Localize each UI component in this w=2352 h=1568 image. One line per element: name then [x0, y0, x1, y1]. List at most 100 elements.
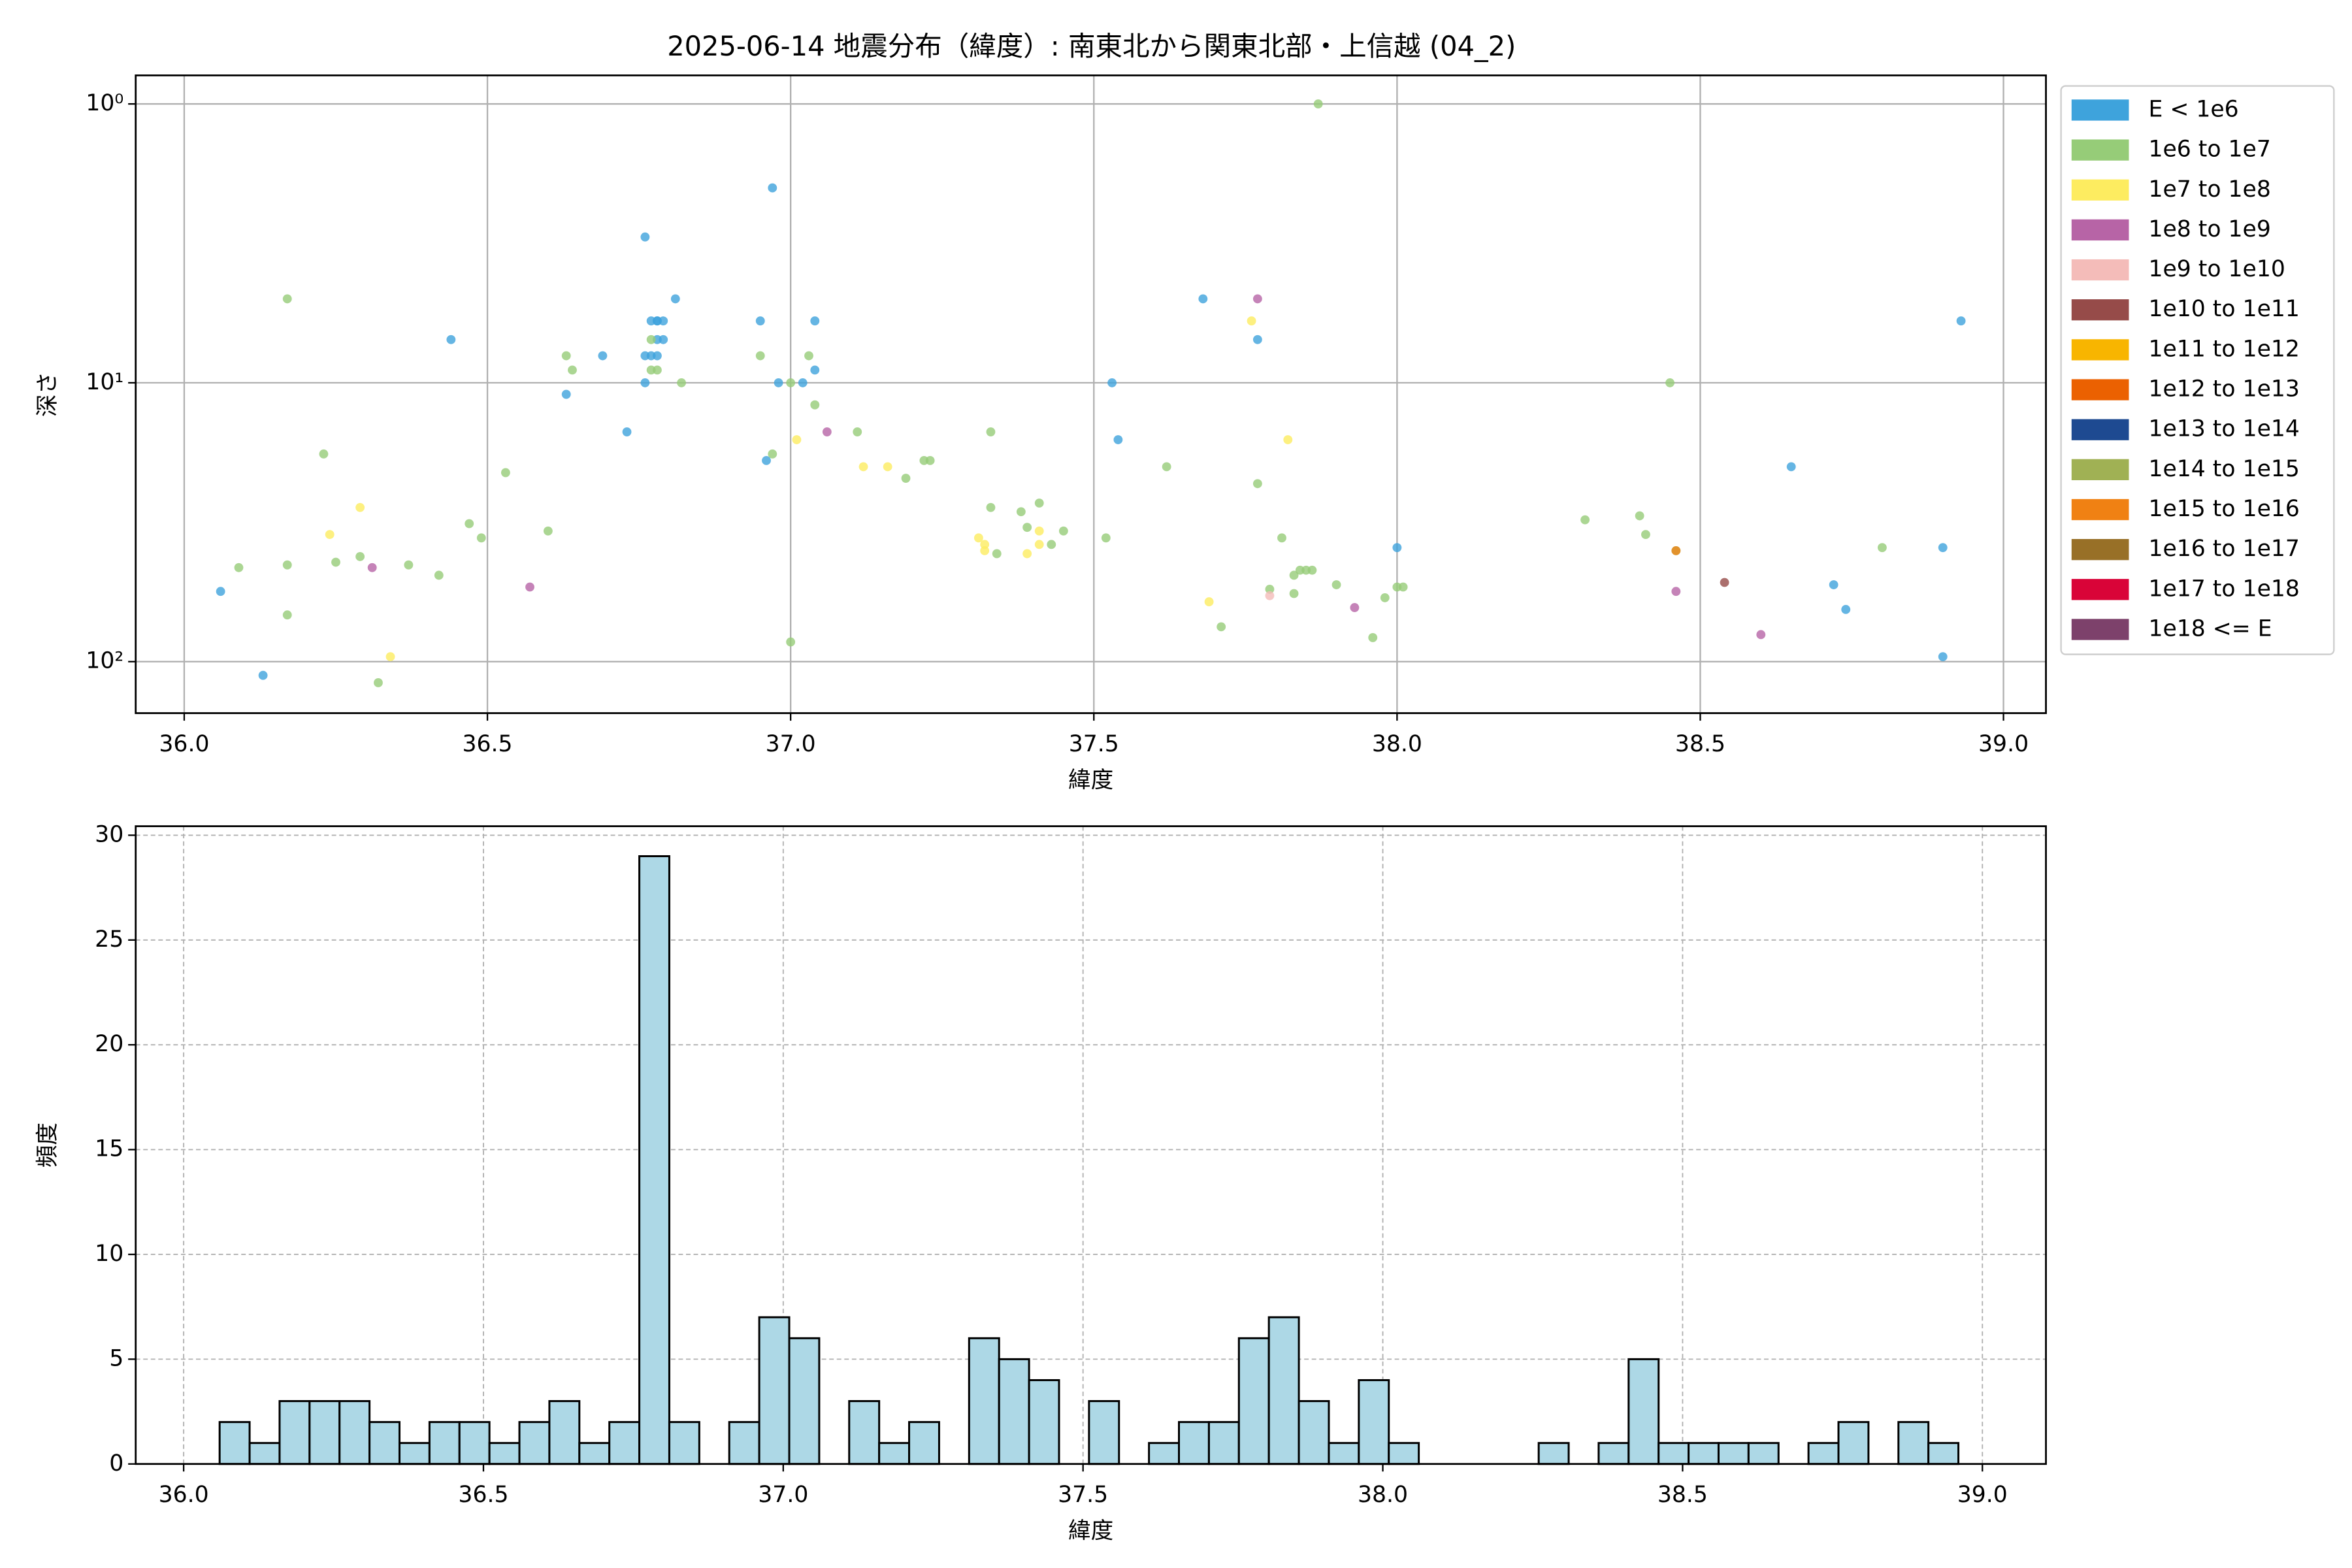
scatter-point	[804, 351, 813, 361]
x-tick-label: 36.0	[159, 1482, 209, 1508]
x-tick-label: 39.0	[1957, 1482, 2008, 1508]
scatter-point	[1204, 597, 1214, 607]
histogram-bar	[1328, 1442, 1360, 1465]
scatter-point	[822, 427, 832, 436]
scatter-point	[1016, 507, 1026, 517]
scatter-point	[561, 389, 571, 399]
scatter-point	[1252, 479, 1262, 489]
histogram-bar	[1237, 1337, 1270, 1465]
legend-label: 1e15 to 1e16	[2148, 496, 2299, 522]
legend-label: 1e12 to 1e13	[2148, 376, 2299, 402]
histogram-bar	[1897, 1421, 1930, 1465]
legend-swatch	[2071, 459, 2129, 480]
scatter-point	[1786, 462, 1796, 472]
legend-swatch	[2071, 339, 2129, 361]
scatter-point	[1580, 515, 1590, 525]
scatter-point	[640, 378, 650, 387]
scatter-point	[1047, 540, 1056, 549]
scatter-point	[677, 378, 686, 387]
scatter-point	[1641, 530, 1650, 540]
y-tick-label: 0	[109, 1450, 123, 1477]
x-tick-label: 38.0	[1372, 731, 1422, 757]
histogram-bar	[278, 1400, 311, 1465]
scatter-point	[1107, 378, 1117, 387]
histogram-bar	[308, 1400, 341, 1465]
plot-frame	[135, 825, 2047, 1465]
scatter-point	[1058, 526, 1068, 536]
y-tick-label: 10²	[86, 648, 123, 674]
scatter-point	[1265, 584, 1275, 594]
histogram-bar	[1178, 1421, 1210, 1465]
scatter-point	[1022, 549, 1032, 559]
scatter-point	[1635, 511, 1644, 521]
scatter-point	[670, 294, 680, 304]
histogram-bar	[488, 1442, 521, 1465]
scatter-point	[786, 378, 796, 387]
histogram-bar	[1028, 1379, 1060, 1465]
scatter-point	[598, 351, 608, 361]
scatter-point	[367, 563, 377, 572]
y-tick-label: 10⁰	[86, 90, 123, 116]
legend-label: 1e11 to 1e12	[2148, 336, 2299, 362]
scatter-point	[446, 335, 456, 344]
x-tick-label: 37.0	[758, 1482, 808, 1508]
legend-swatch	[2071, 379, 2129, 400]
scatter-point	[786, 637, 796, 647]
scatter-point	[1307, 565, 1317, 575]
histogram-bar	[548, 1400, 581, 1465]
scatter-point	[973, 533, 983, 543]
histogram-bar	[1088, 1400, 1120, 1465]
scatter-point	[282, 294, 292, 304]
scatter-point	[1938, 652, 1948, 662]
scatter-point	[853, 427, 862, 436]
scatter-point	[1829, 580, 1838, 589]
x-tick-label: 36.0	[159, 731, 209, 757]
x-axis-label: 緯度	[1068, 767, 1113, 793]
scatter-point	[1265, 591, 1275, 600]
histogram-bar	[578, 1442, 611, 1465]
scatter-point	[768, 183, 777, 193]
legend-swatch	[2071, 299, 2129, 321]
scatter-point	[1217, 622, 1226, 632]
histogram-bar	[1148, 1442, 1181, 1465]
scatter-point	[762, 455, 771, 465]
scatter-point	[1720, 578, 1729, 587]
histogram-bar	[338, 1400, 371, 1465]
legend-swatch	[2071, 139, 2129, 161]
scatter-point	[355, 502, 365, 512]
scatter-point	[1313, 99, 1323, 109]
histogram-bar	[728, 1421, 760, 1465]
scatter-point	[234, 563, 244, 572]
scatter-point	[980, 540, 990, 549]
scatter-point	[1350, 603, 1360, 612]
x-tick-label: 38.5	[1675, 731, 1725, 757]
scatter-point	[1756, 630, 1766, 640]
scatter-point	[476, 533, 486, 543]
legend-label: 1e18 <= E	[2148, 615, 2272, 642]
histogram-bar	[518, 1421, 551, 1465]
y-axis-label: 頻度	[35, 1122, 61, 1168]
histogram-bar	[998, 1358, 1030, 1465]
scatter-point	[1841, 604, 1851, 614]
histogram-bar	[458, 1421, 491, 1465]
scatter-point	[525, 582, 534, 592]
scatter-point	[1368, 633, 1378, 642]
legend-label: 1e17 to 1e18	[2148, 576, 2299, 602]
histogram-bar	[1597, 1442, 1630, 1465]
scatter-point	[1101, 533, 1111, 543]
scatter-point	[1938, 543, 1948, 553]
histogram-bar	[1807, 1442, 1840, 1465]
y-tick-label: 15	[95, 1136, 123, 1162]
scatter-point	[986, 427, 996, 436]
scatter-point	[500, 468, 510, 478]
scatter-point	[810, 316, 820, 326]
scatter-point	[1277, 533, 1286, 543]
scatter-point	[325, 530, 335, 540]
x-tick-label: 39.0	[1978, 731, 2029, 757]
y-tick-label: 10¹	[86, 369, 123, 395]
scatter-point	[1034, 540, 1044, 549]
legend-label: 1e7 to 1e8	[2148, 176, 2270, 203]
x-tick-label: 36.5	[463, 731, 513, 757]
